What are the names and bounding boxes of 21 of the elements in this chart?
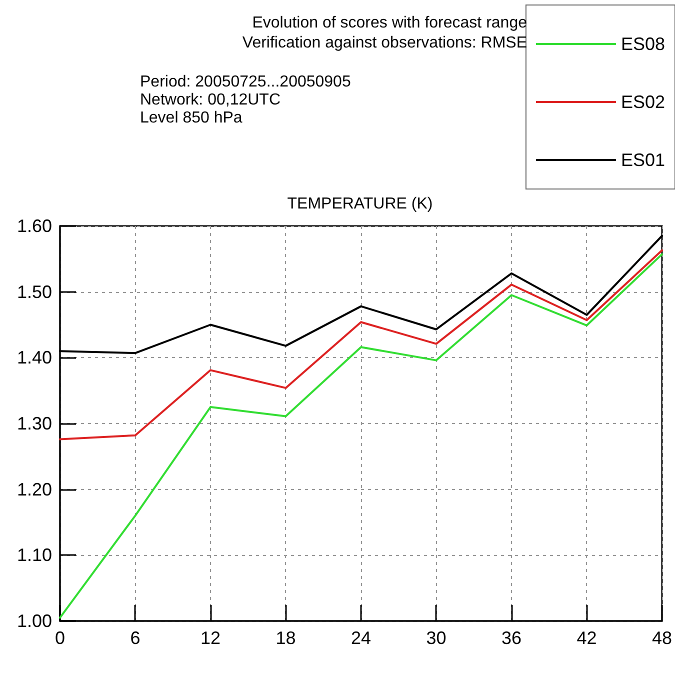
y-tick-label: 1.20: [16, 479, 52, 500]
x-tick-label: 24: [350, 628, 372, 648]
x-tick-label: 0: [54, 628, 66, 648]
x-tick-label: 18: [276, 628, 296, 648]
y-tick-label: 1.60: [16, 216, 52, 236]
x-tick-label: 48: [652, 628, 672, 648]
x-tick-label: 36: [501, 628, 522, 648]
x-tick-label: 42: [576, 628, 597, 648]
x-tick-label: 6: [130, 628, 140, 648]
legend-label: ES08: [620, 34, 666, 54]
y-tick-label: 1.10: [16, 545, 52, 566]
y-tick-label: 1.50: [16, 282, 52, 302]
y-tick-label: 1.00: [16, 611, 52, 631]
legend-label: ES02: [620, 92, 666, 112]
chart-subtitle: Period: 20050725...20050905 Network: 00,12UTC Level 850 hPa: [140, 74, 351, 126]
legend-label: ES01: [620, 150, 666, 170]
y-tick-label: 1.30: [16, 414, 52, 434]
x-tick-label: 12: [200, 628, 221, 648]
x-tick-label: 30: [426, 628, 446, 648]
y-axis-title: TEMPERATURE (K): [287, 196, 433, 212]
y-tick-label: 1.40: [16, 348, 52, 368]
